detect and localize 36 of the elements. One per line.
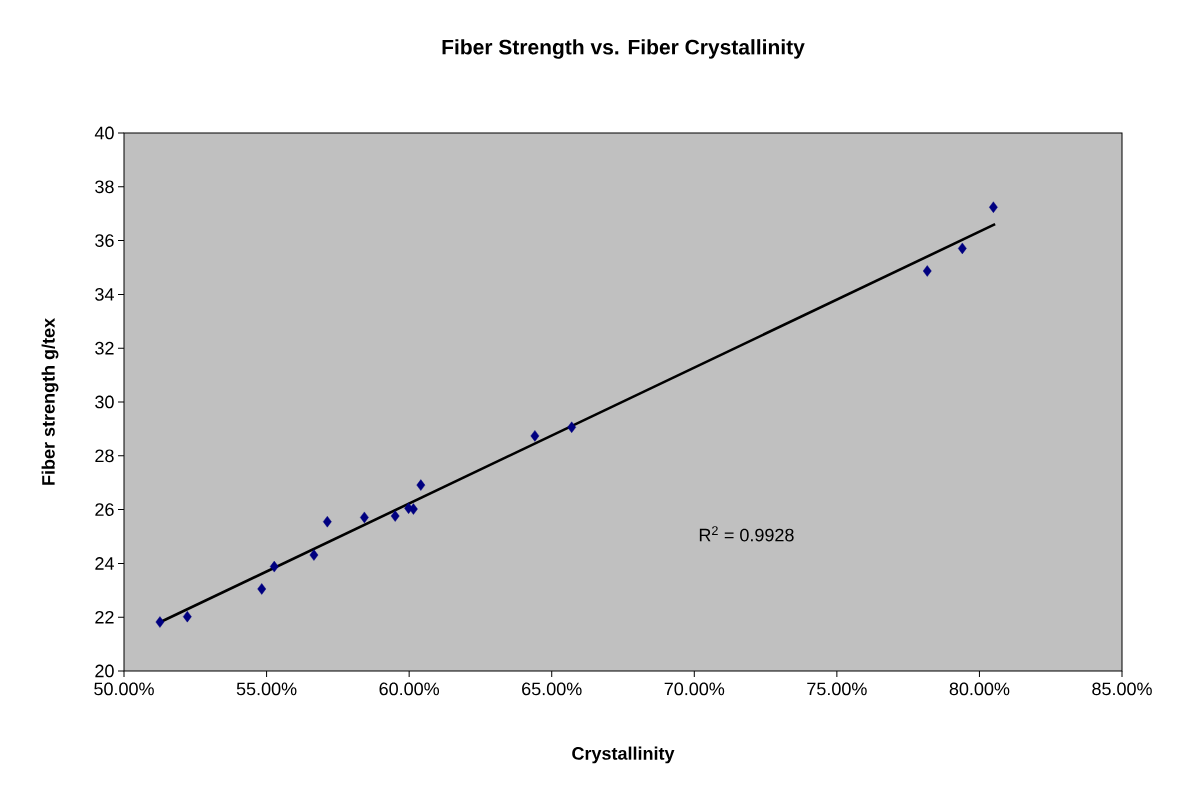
point xyxy=(269,560,279,573)
point xyxy=(416,479,426,491)
point xyxy=(155,616,165,628)
x-tick-label: 80.00% xyxy=(949,682,1010,696)
point xyxy=(309,549,319,561)
y-tick-label: 20 xyxy=(95,664,114,678)
y-tick-label: 34 xyxy=(95,288,114,301)
y-tick-label: 36 xyxy=(95,234,114,247)
x-tick-label: 60.00% xyxy=(379,682,440,696)
point xyxy=(989,201,998,213)
x-tick-label: 85.00% xyxy=(1092,682,1152,696)
chart-title: Fiber Strength vs. Fiber Crystallinity xyxy=(442,39,805,59)
y-axis-title: Fiber strength g/tex xyxy=(41,318,59,485)
y-tick-label: 30 xyxy=(95,395,114,409)
point xyxy=(530,430,540,442)
x-tick-label: 55.00% xyxy=(236,682,297,696)
y-tick-label: 28 xyxy=(95,449,114,463)
point xyxy=(567,421,576,433)
y-tick-label: 24 xyxy=(95,557,114,570)
y-tick-label: 22 xyxy=(95,610,114,624)
x-axis-title: Crystallinity xyxy=(572,746,675,764)
y-tick-label: 32 xyxy=(95,341,114,355)
point xyxy=(409,503,418,515)
point xyxy=(257,583,267,595)
point xyxy=(322,515,332,528)
y-tick-label: 38 xyxy=(95,180,114,194)
x-tick-label: 70.00% xyxy=(664,682,725,696)
y-tick-label: 40 xyxy=(94,126,114,140)
point xyxy=(182,610,192,623)
y-tick-label: 26 xyxy=(95,503,114,516)
point xyxy=(922,265,932,277)
point xyxy=(390,510,400,522)
x-tick-label: 75.00% xyxy=(807,682,867,696)
x-tick-label: 65.00% xyxy=(522,682,582,696)
x-tick-label: 50.00% xyxy=(94,682,154,696)
annotation: R$^{2}$ = 0.9928 xyxy=(699,526,794,542)
